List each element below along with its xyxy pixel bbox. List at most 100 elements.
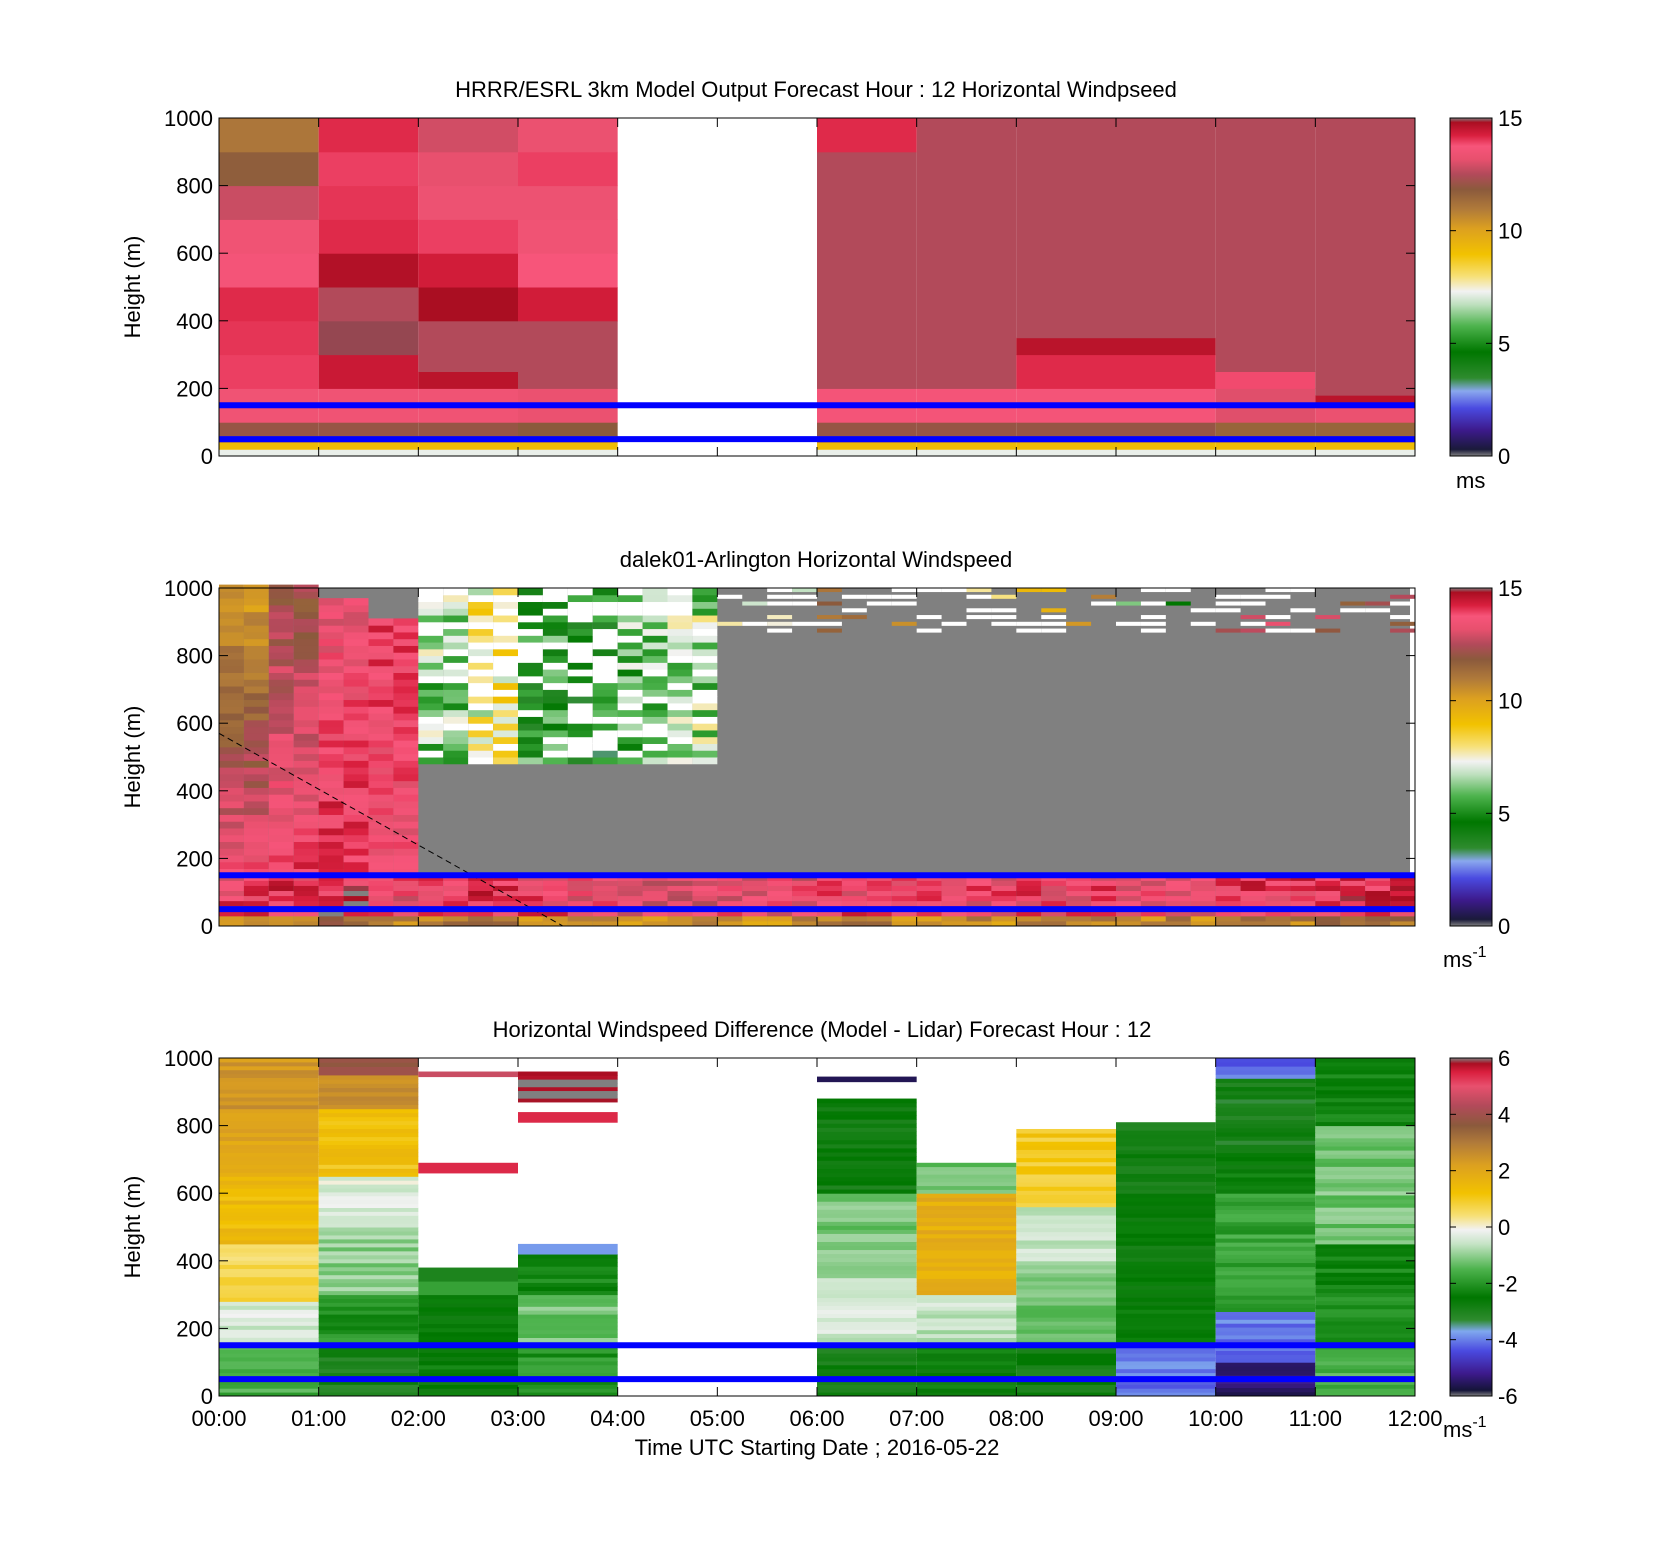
heatmap-cell: [219, 1321, 319, 1326]
heatmap-cell: [542, 880, 568, 886]
heatmap-cell: [567, 743, 593, 751]
heatmap-cell: [418, 1311, 518, 1316]
heatmap-cell: [1190, 880, 1216, 886]
heatmap-cell: [219, 1220, 319, 1225]
heatmap-cell: [1116, 1126, 1216, 1131]
heatmap-cell: [393, 686, 419, 694]
heatmap-cell: [642, 716, 668, 724]
heatmap-cell: [268, 861, 294, 870]
heatmap-cell: [393, 787, 419, 795]
heatmap-cell: [518, 1384, 618, 1389]
heatmap-cell: [219, 1152, 319, 1157]
heatmap-cell: [268, 645, 294, 653]
heatmap-cell: [792, 880, 817, 886]
heatmap-cell: [493, 655, 518, 663]
heatmap-cell: [567, 900, 593, 907]
heatmap-cell: [243, 604, 269, 613]
heatmap-cell: [1215, 1366, 1316, 1372]
heatmap-cell: [916, 1282, 1017, 1287]
heatmap-cell: [518, 219, 618, 254]
heatmap-cell: [667, 669, 693, 677]
heatmap-cell: [219, 1188, 319, 1193]
heatmap-cell: [592, 890, 618, 897]
heatmap-cell: [518, 682, 543, 690]
heatmap-cell: [219, 1392, 319, 1397]
heatmap-cell: [318, 1168, 419, 1173]
heatmap-cell: [542, 910, 568, 917]
heatmap-cell: [1215, 900, 1241, 907]
svg-text:ms-1: ms-1: [1443, 1414, 1487, 1442]
heatmap-cell: [1215, 601, 1241, 606]
heatmap-cell: [1116, 621, 1141, 626]
heatmap-cell: [219, 686, 244, 694]
heatmap-cell: [368, 910, 394, 917]
heatmap-cell: [1215, 1193, 1316, 1198]
heatmap-cell: [318, 1219, 419, 1224]
heatmap-cell: [692, 608, 718, 616]
heatmap-cell: [443, 723, 469, 731]
heatmap-cell: [1016, 628, 1042, 633]
heatmap-cell: [916, 1189, 1017, 1194]
heatmap-cell: [542, 628, 568, 636]
heatmap-cell: [393, 821, 419, 829]
heatmap-cell: [1140, 920, 1166, 927]
heatmap-cell: [792, 900, 817, 907]
heatmap-cell: [542, 662, 568, 670]
heatmap-cell: [318, 807, 344, 815]
heatmap-cell: [692, 635, 718, 643]
heatmap-cell: [468, 662, 494, 670]
heatmap-cell: [1116, 1181, 1216, 1186]
heatmap-cell: [243, 787, 269, 795]
heatmap-cell: [343, 706, 369, 714]
heatmap-cell: [1340, 885, 1366, 892]
heatmap-cell: [443, 709, 469, 717]
heatmap-cell: [941, 890, 967, 897]
heatmap-cell: [567, 757, 593, 765]
heatmap-cell: [243, 895, 269, 902]
heatmap-cell: [742, 885, 768, 892]
heatmap-cell: [518, 648, 543, 657]
heatmap-cell: [542, 702, 568, 711]
heatmap-cell: [717, 920, 743, 927]
heatmap-cell: [518, 1094, 618, 1099]
heatmap-cell: [343, 645, 369, 653]
heatmap-cell: [642, 900, 668, 907]
heatmap-cell: [1116, 1257, 1216, 1262]
heatmap-cell: [268, 652, 294, 660]
heatmap-cell: [468, 696, 494, 704]
heatmap-cell: [592, 648, 618, 657]
heatmap-cell: [1016, 1284, 1116, 1290]
heatmap-cell: [418, 920, 444, 927]
heatmap-cell: [393, 915, 419, 922]
heatmap-cell: [1315, 1178, 1415, 1184]
heatmap-cell: [767, 621, 793, 626]
heatmap-cell: [219, 1256, 319, 1261]
heatmap-cell: [817, 1309, 917, 1314]
heatmap-cell: [1215, 371, 1316, 389]
heatmap-cell: [1340, 880, 1366, 886]
heatmap-cell: [692, 648, 718, 657]
heatmap-cell: [1165, 920, 1191, 927]
panel-diff-overlay: [219, 1342, 1415, 1383]
heatmap-cell: [692, 669, 718, 677]
heatmap-cell: [318, 800, 344, 809]
heatmap-cell: [393, 910, 419, 917]
heatmap-cell: [343, 625, 369, 633]
heatmap-cell: [866, 895, 892, 902]
heatmap-cell: [991, 608, 1017, 613]
heatmap-cell: [1315, 1364, 1415, 1370]
heatmap-cell: [817, 1076, 917, 1083]
heatmap-cell: [567, 729, 593, 738]
heatmap-cell: [318, 1360, 419, 1366]
heatmap-cell: [592, 675, 618, 684]
heatmap-cell: [318, 1318, 419, 1323]
x-tick-label: 09:00: [1088, 1406, 1143, 1431]
heatmap-cell: [1016, 118, 1116, 339]
heatmap-cell: [1315, 1252, 1415, 1257]
heatmap-cell: [1016, 1309, 1116, 1314]
heatmap-cell: [916, 1181, 1017, 1187]
heatmap-cell: [468, 594, 494, 603]
heatmap-cell: [1140, 628, 1166, 633]
heatmap-cell: [268, 679, 294, 687]
heatmap-cell: [1315, 1150, 1415, 1155]
